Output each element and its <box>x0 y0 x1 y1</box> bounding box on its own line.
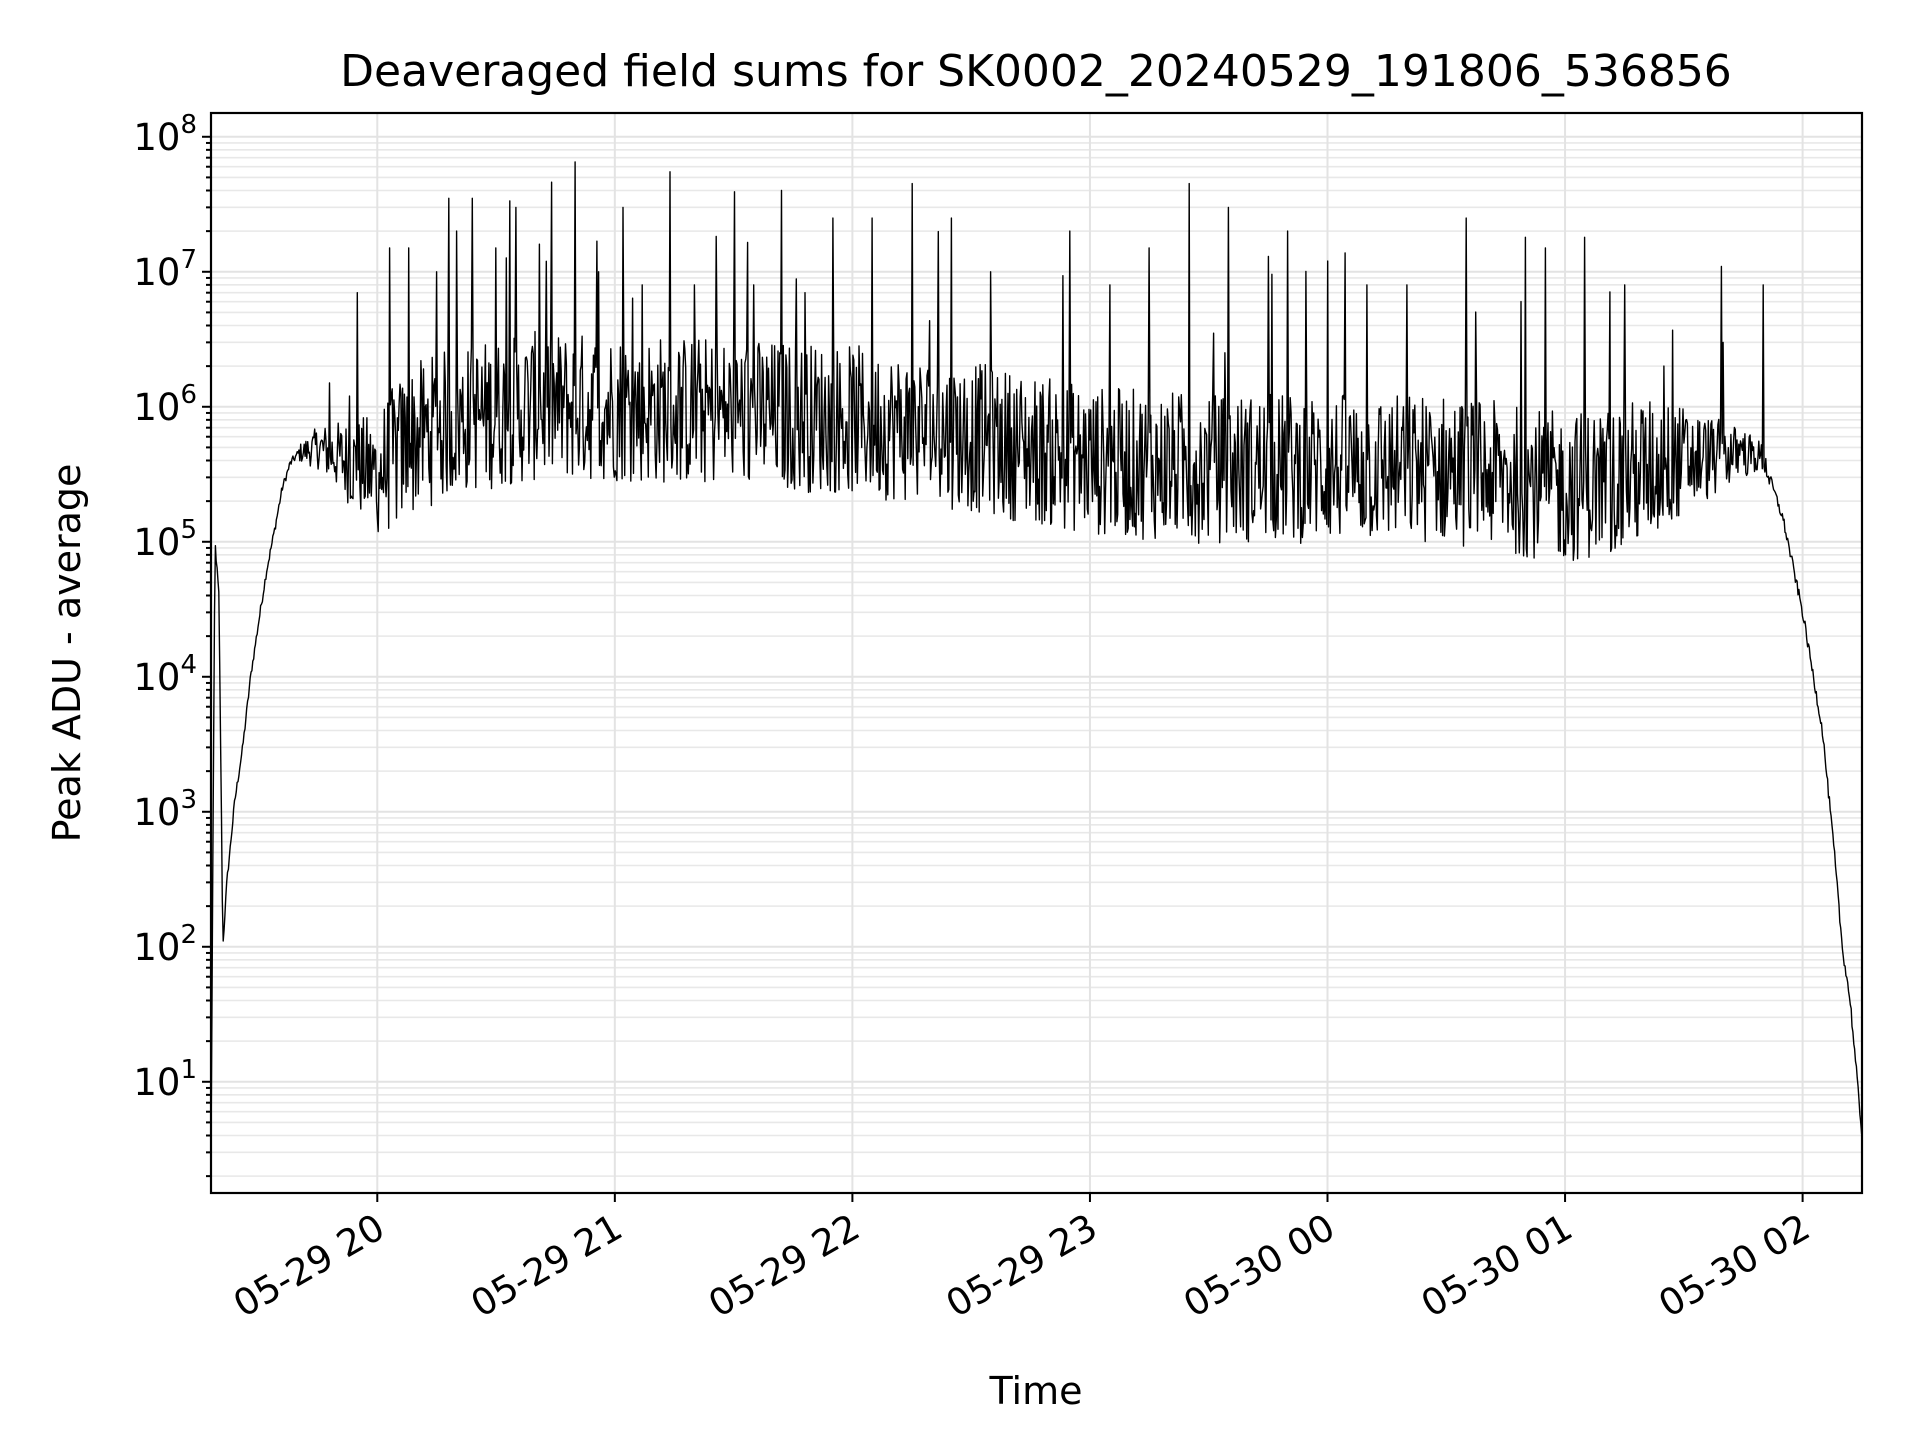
y-tick-label: 104 <box>133 650 197 699</box>
x-tick-label: 05-29 22 <box>701 1206 867 1326</box>
x-tick-label: 05-29 23 <box>939 1206 1105 1326</box>
y-tick-label: 105 <box>133 515 197 564</box>
x-tick-label: 05-29 20 <box>226 1206 392 1326</box>
plot-frame <box>209 111 1864 1195</box>
series-layer <box>210 161 1863 1152</box>
chart-title: Deaveraged field sums for SK0002_2024052… <box>340 46 1732 97</box>
x-axis-label: Time <box>989 1369 1083 1413</box>
x-tick-label: 05-30 01 <box>1414 1206 1580 1326</box>
x-tick-label: 05-30 00 <box>1176 1206 1342 1326</box>
y-tick-label: 108 <box>133 110 197 159</box>
ticks <box>202 135 1804 1202</box>
x-tick-label: 05-29 21 <box>464 1206 630 1326</box>
series-line <box>210 161 1863 1152</box>
grid <box>211 113 1862 1193</box>
y-tick-label: 106 <box>133 380 197 429</box>
x-tick-label: 05-30 02 <box>1652 1206 1818 1326</box>
y-tick-label: 103 <box>133 785 197 834</box>
y-axis-label: Peak ADU - average <box>45 464 89 843</box>
y-tick-label: 101 <box>133 1055 197 1104</box>
y-tick-label: 107 <box>133 245 197 294</box>
y-tick-label: 102 <box>133 920 197 969</box>
